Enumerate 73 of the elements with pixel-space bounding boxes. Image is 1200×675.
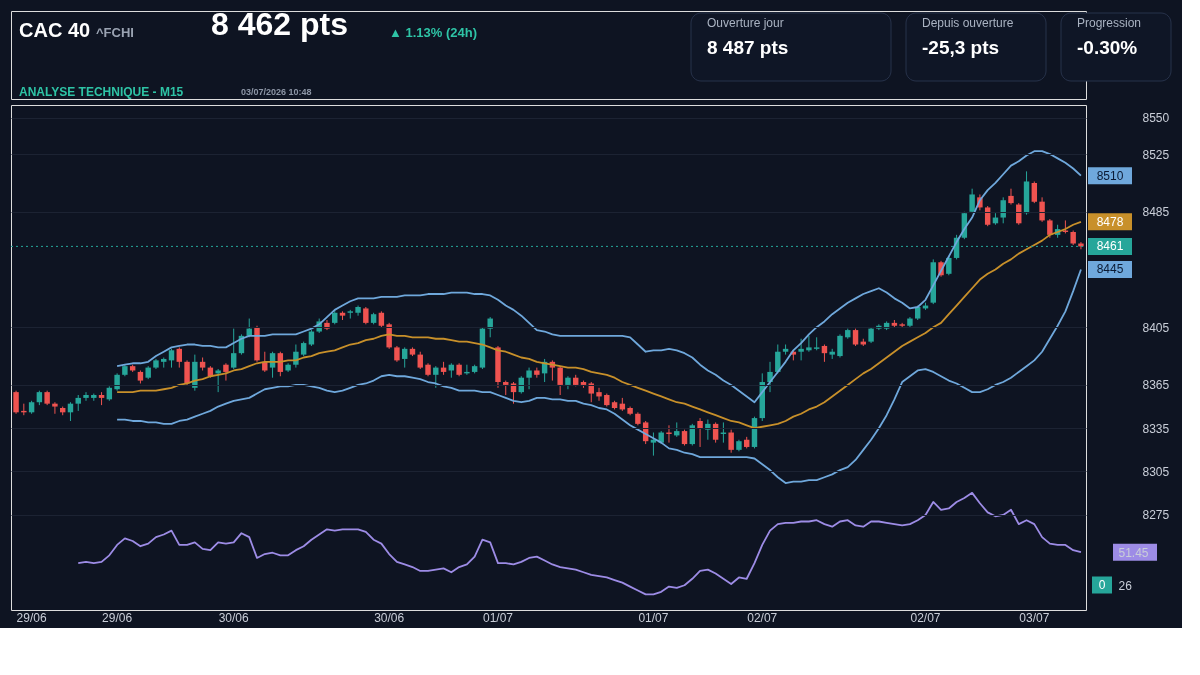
text: 8 462 pts <box>211 6 348 42</box>
line-series <box>116 150 1082 404</box>
candlestick <box>806 335 812 353</box>
candlestick <box>650 432 657 457</box>
x-tick-label: 01/07 <box>638 610 669 625</box>
chart-subtitle: ANALYSE TECHNIQUE - M15 <box>19 85 184 99</box>
text: 8 487 pts <box>707 37 789 58</box>
candlestick <box>1047 218 1053 239</box>
candlestick <box>223 362 229 382</box>
x-tick-label: 29/06 <box>102 610 133 625</box>
candlestick <box>697 417 703 448</box>
candlestick <box>176 346 183 369</box>
candlestick <box>728 429 734 454</box>
candlestick <box>230 328 237 370</box>
candlestick <box>969 188 975 214</box>
candlestick <box>557 365 563 396</box>
candlestick <box>184 359 190 386</box>
text: Ouverture jour <box>707 16 784 30</box>
y-tick-label: 8525 <box>1142 147 1170 162</box>
chart-title: CAC 40 <box>19 19 91 41</box>
candlestick <box>798 338 804 361</box>
candlestick <box>83 391 89 402</box>
text: -25,3 pts <box>922 37 1000 58</box>
data-label: 8445 <box>1096 262 1124 277</box>
data-label: 8478 <box>1096 214 1124 229</box>
candlestick <box>401 346 408 369</box>
candlestick <box>1031 180 1038 204</box>
text: 03/07/2026 10:48 <box>241 87 312 97</box>
line-series <box>116 268 1082 484</box>
line-series <box>116 220 1082 430</box>
candlestick <box>13 390 19 415</box>
candlestick <box>52 401 58 415</box>
ref-line-label: 8461 <box>1096 239 1124 254</box>
data-label: 8510 <box>1096 168 1124 183</box>
candlestick <box>526 367 532 390</box>
candlestick <box>767 361 773 393</box>
text: 0 <box>1098 578 1106 592</box>
candlestick <box>705 419 711 441</box>
candlestick <box>588 381 594 403</box>
text: ^FCHI <box>96 25 134 40</box>
x-tick-label: 02/07 <box>747 610 778 625</box>
text: Depuis ouverture <box>922 16 1014 30</box>
y-tick-label: 8275 <box>1142 508 1170 523</box>
y2-tick-label: 26 <box>1118 578 1133 593</box>
x-tick-label: 03/07 <box>1019 610 1050 625</box>
y-tick-label: 8365 <box>1142 378 1170 393</box>
x-tick-label: 29/06 <box>16 610 47 625</box>
y-tick-label: 8335 <box>1142 421 1170 436</box>
candlestick <box>984 205 991 227</box>
text: Progression <box>1077 16 1142 30</box>
x-tick-label: 30/06 <box>374 610 405 625</box>
candlestick <box>775 344 781 374</box>
candlestick <box>487 316 493 338</box>
y-tick-label: 8485 <box>1142 205 1170 220</box>
candlestick <box>168 348 175 369</box>
y-tick-label: 8405 <box>1142 320 1170 335</box>
x-tick-label: 30/06 <box>218 610 250 625</box>
y2-tick-label: 51.45 <box>1118 545 1149 560</box>
x-tick-label: 02/07 <box>910 610 941 625</box>
candlestick <box>1000 196 1006 224</box>
candlestick <box>215 368 221 393</box>
text: ▲ 1.13% (24h) <box>389 25 478 40</box>
x-tick-label: 01/07 <box>482 610 514 625</box>
candlestick <box>386 322 392 350</box>
text: -0.30% <box>1077 37 1138 58</box>
candlestick <box>596 387 602 402</box>
y-tick-label: 8550 <box>1142 111 1170 126</box>
line-series <box>77 491 1082 596</box>
candlestick <box>1008 188 1014 206</box>
candlestick <box>837 333 843 358</box>
candlestick <box>1039 196 1045 223</box>
candlestick <box>433 365 439 389</box>
y-tick-label: 8305 <box>1142 464 1170 479</box>
